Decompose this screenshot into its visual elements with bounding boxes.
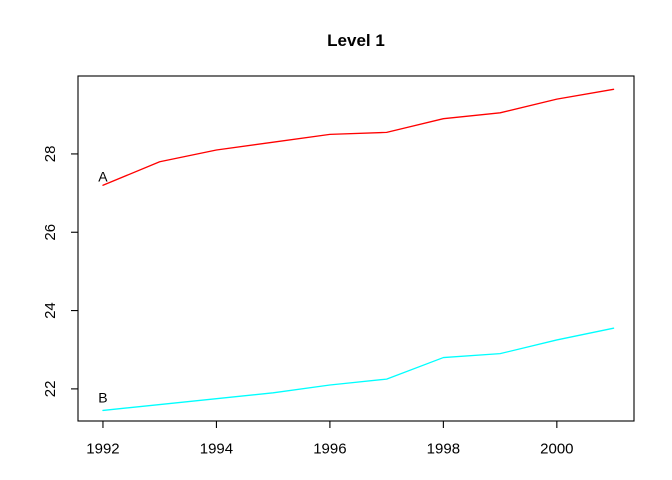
chart-title: Level 1 <box>327 31 385 50</box>
x-tick-label: 2000 <box>540 440 573 457</box>
x-tick-label: 1998 <box>427 440 460 457</box>
y-tick-label: 26 <box>42 224 59 241</box>
x-tick-label: 1992 <box>86 440 119 457</box>
x-tick-label: 1996 <box>313 440 346 457</box>
y-tick-label: 28 <box>42 146 59 163</box>
series-line-A <box>102 88 615 186</box>
y-tick-label: 24 <box>42 302 59 319</box>
y-tick-label: 22 <box>42 381 59 398</box>
x-tick-label: 1994 <box>200 440 233 457</box>
series-label-A: A <box>98 168 108 184</box>
series-line-B <box>102 327 615 412</box>
plot-box <box>77 75 635 422</box>
series-label-B: B <box>98 389 107 405</box>
